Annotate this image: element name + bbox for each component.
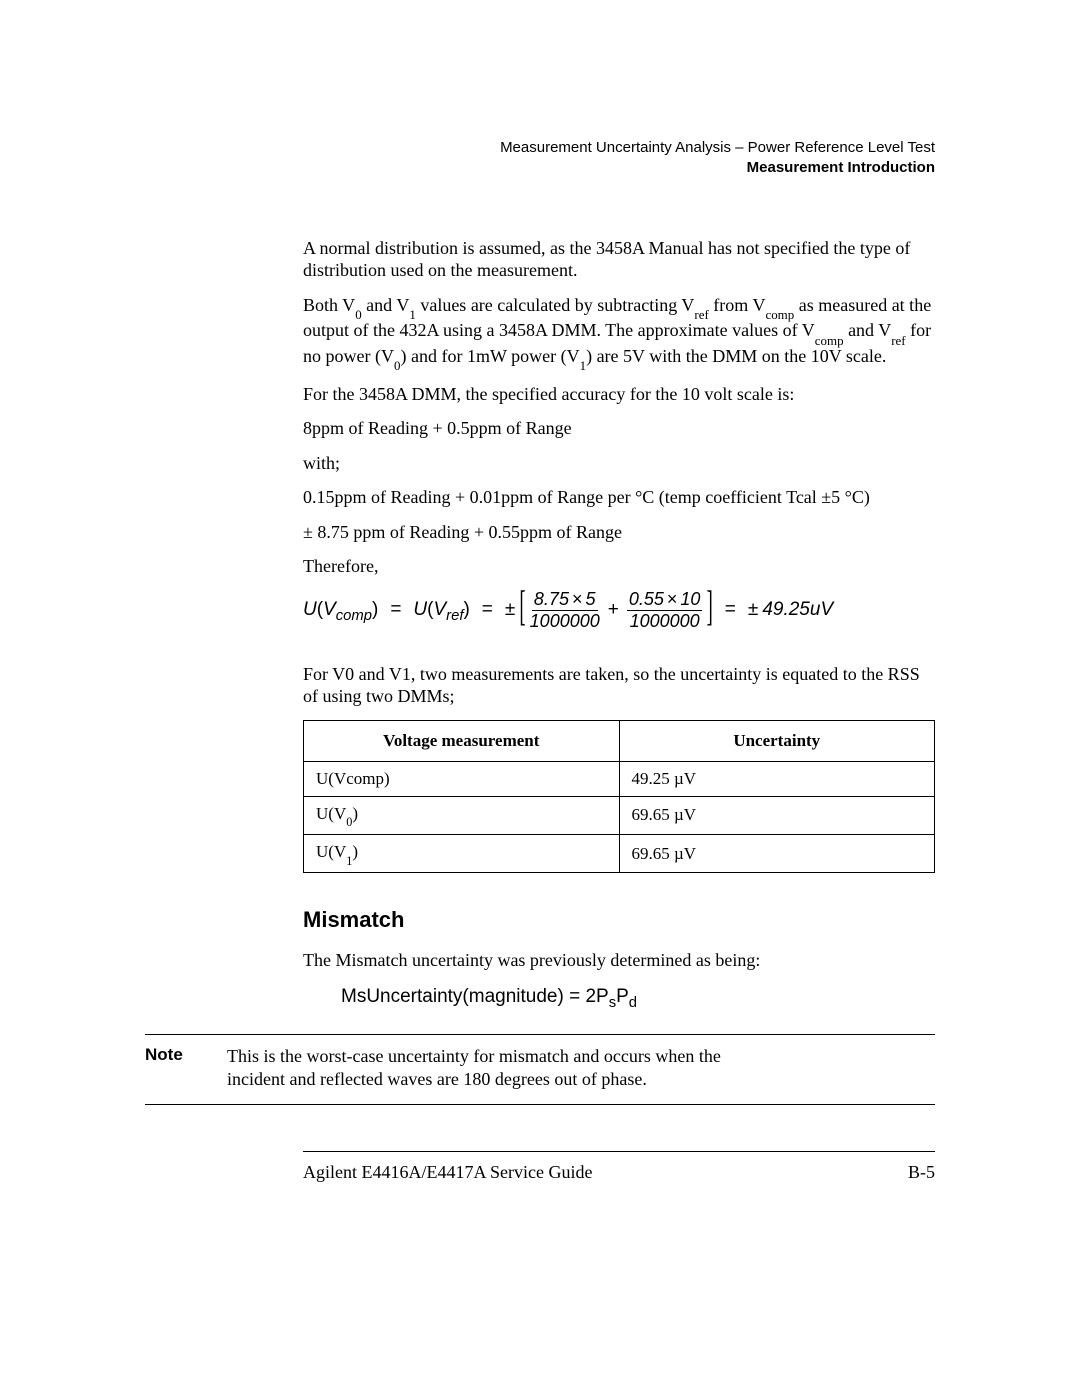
header-chapter: Measurement Uncertainty Analysis – Power…: [145, 138, 935, 158]
footer-right: B-5: [908, 1162, 935, 1183]
paragraph: Both V0 and V1 values are calculated by …: [303, 294, 935, 371]
paragraph: with;: [303, 452, 935, 475]
cell-measurement: U(Vcomp): [304, 761, 620, 796]
note-block: Note This is the worst-case uncertainty …: [145, 1034, 935, 1105]
table-row: U(V0) 69.65 µV: [304, 796, 935, 834]
paragraph: 0.15ppm of Reading + 0.01ppm of Range pe…: [303, 486, 935, 509]
note-label: Note: [145, 1045, 227, 1092]
table-header-row: Voltage measurement Uncertainty: [304, 720, 935, 761]
col-uncertainty: Uncertainty: [619, 720, 935, 761]
paragraph: The Mismatch uncertainty was previously …: [303, 949, 935, 972]
cell-measurement: U(V0): [304, 796, 620, 834]
paragraph: 8ppm of Reading + 0.5ppm of Range: [303, 417, 935, 440]
paragraph: A normal distribution is assumed, as the…: [303, 237, 935, 282]
cell-uncertainty: 69.65 µV: [619, 796, 935, 834]
paragraph: Therefore,: [303, 555, 935, 578]
page-footer: Agilent E4416A/E4417A Service Guide B-5: [303, 1151, 935, 1183]
col-voltage: Voltage measurement: [304, 720, 620, 761]
cell-measurement: U(V1): [304, 835, 620, 873]
cell-uncertainty: 69.65 µV: [619, 835, 935, 873]
table-row: U(V1) 69.65 µV: [304, 835, 935, 873]
heading-mismatch: Mismatch: [303, 907, 935, 933]
equation-uv: U(Vcomp) = U(Vref) = ± [ 8.75×5 1000000 …: [303, 590, 935, 631]
equation-mismatch: MsUncertainty(magnitude) = 2PsPd: [341, 986, 935, 1008]
voltage-uncertainty-table: Voltage measurement Uncertainty U(Vcomp)…: [303, 720, 935, 874]
paragraph: For the 3458A DMM, the specified accurac…: [303, 383, 935, 406]
note-text: This is the worst-case uncertainty for m…: [227, 1045, 935, 1092]
paragraph: For V0 and V1, two measurements are take…: [303, 663, 935, 708]
footer-left: Agilent E4416A/E4417A Service Guide: [303, 1162, 592, 1183]
paragraph: ± 8.75 ppm of Reading + 0.55ppm of Range: [303, 521, 935, 544]
table-row: U(Vcomp) 49.25 µV: [304, 761, 935, 796]
page-header: Measurement Uncertainty Analysis – Power…: [145, 138, 935, 179]
cell-uncertainty: 49.25 µV: [619, 761, 935, 796]
header-section: Measurement Introduction: [145, 158, 935, 178]
